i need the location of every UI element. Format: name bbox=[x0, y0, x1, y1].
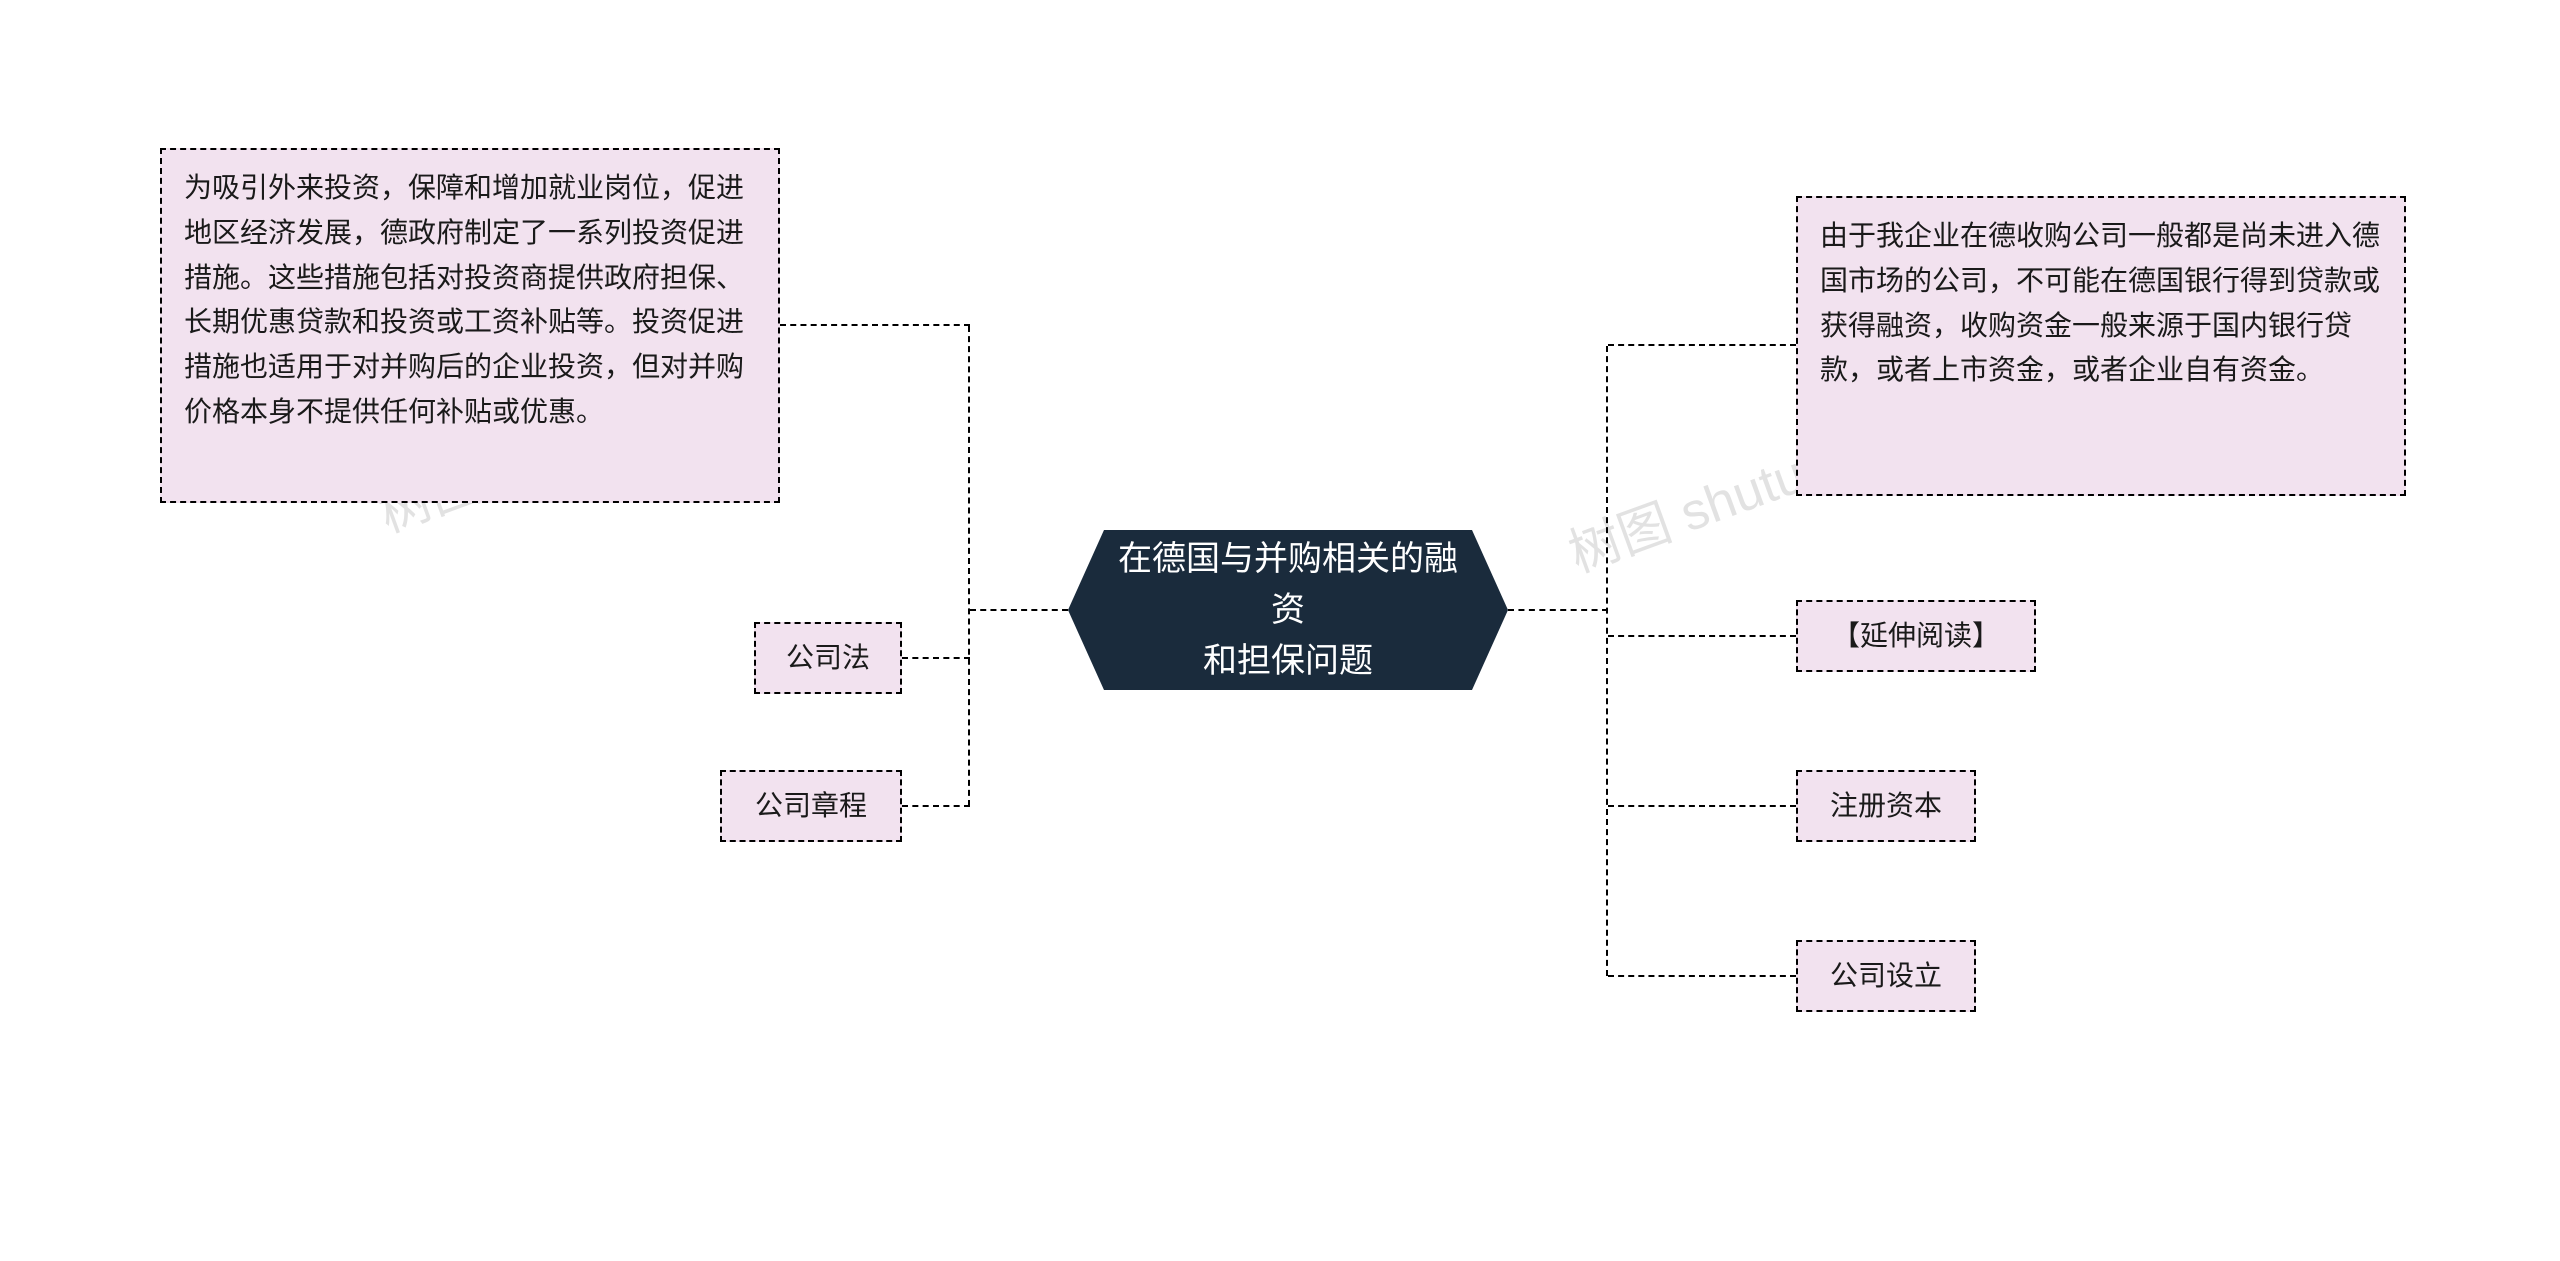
conn-l1 bbox=[780, 324, 970, 326]
right-node-1: 由于我企业在德收购公司一般都是尚未进入德国市场的公司，不可能在德国银行得到贷款或… bbox=[1796, 196, 2406, 496]
right-node-3-text: 注册资本 bbox=[1830, 784, 1942, 829]
left-node-2: 公司法 bbox=[754, 622, 902, 694]
conn-l3 bbox=[902, 805, 970, 807]
left-node-3-text: 公司章程 bbox=[755, 784, 867, 829]
conn-r2 bbox=[1608, 635, 1796, 637]
right-node-4: 公司设立 bbox=[1796, 940, 1976, 1012]
right-node-2-text: 【延伸阅读】 bbox=[1832, 614, 2000, 659]
conn-left-trunk bbox=[970, 609, 1068, 611]
right-node-1-text: 由于我企业在德收购公司一般都是尚未进入德国市场的公司，不可能在德国银行得到贷款或… bbox=[1820, 220, 2380, 385]
conn-right-spine bbox=[1606, 346, 1608, 976]
conn-left-spine bbox=[968, 326, 970, 806]
right-node-3: 注册资本 bbox=[1796, 770, 1976, 842]
center-node: 在德国与并购相关的融资 和担保问题 bbox=[1068, 530, 1508, 690]
left-node-1-text: 为吸引外来投资，保障和增加就业岗位，促进地区经济发展，德政府制定了一系列投资促进… bbox=[184, 172, 744, 427]
left-node-1: 为吸引外来投资，保障和增加就业岗位，促进地区经济发展，德政府制定了一系列投资促进… bbox=[160, 148, 780, 503]
conn-r3 bbox=[1608, 805, 1796, 807]
conn-r4 bbox=[1608, 975, 1796, 977]
left-node-3: 公司章程 bbox=[720, 770, 902, 842]
conn-right-trunk bbox=[1508, 609, 1608, 611]
conn-r1 bbox=[1608, 344, 1796, 346]
right-node-2: 【延伸阅读】 bbox=[1796, 600, 2036, 672]
mindmap-canvas: 树图 shutu.cn 树图 shutu.cn 在德国与并购相关的融资 和担保问… bbox=[0, 0, 2560, 1261]
center-node-label: 在德国与并购相关的融资 和担保问题 bbox=[1108, 534, 1468, 687]
right-node-4-text: 公司设立 bbox=[1830, 954, 1942, 999]
conn-l2 bbox=[902, 657, 970, 659]
left-node-2-text: 公司法 bbox=[786, 636, 870, 681]
